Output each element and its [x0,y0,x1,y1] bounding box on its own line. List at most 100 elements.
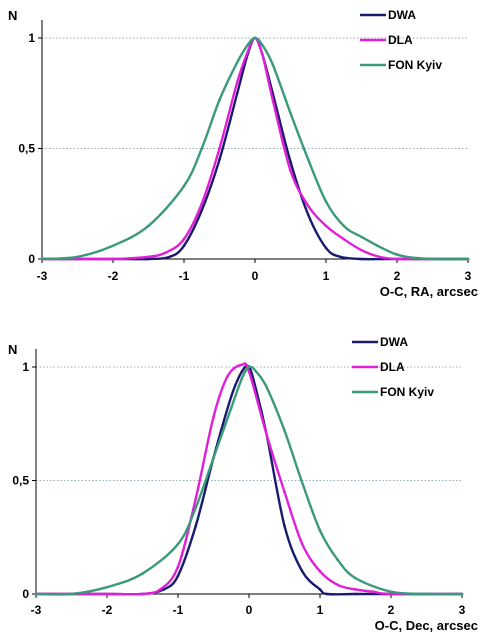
data-point [218,158,221,161]
y-tick-label: 0,5 [18,142,35,156]
data-point [240,370,244,373]
data-point [229,395,233,398]
data-point [300,542,304,546]
data-point [395,253,399,256]
data-point [40,257,44,261]
data-point [182,244,186,248]
y-tick-label: 0 [22,587,29,601]
data-point [306,213,310,217]
x-tick-label: 1 [317,603,324,617]
x-tick-label: 3 [459,603,466,617]
data-point [260,52,264,55]
data-point [141,592,144,596]
data-point [76,255,79,259]
data-point [271,63,275,66]
data-point [395,257,399,261]
data-point [389,592,393,596]
data-point [342,237,346,241]
legend-label: FON Kyiv [380,385,434,399]
data-point [235,61,239,64]
data-point [194,497,198,500]
data-point [111,244,115,248]
x-tick-label: 2 [388,603,395,617]
data-point [182,184,186,188]
y-tick-label: 0 [28,252,35,266]
data-point [164,251,168,254]
data-point [265,386,269,389]
y-tick-label: 1 [28,31,35,45]
data-point [338,255,342,259]
data-point [200,209,204,212]
data-point [318,588,322,591]
legend-label: DLA [380,360,405,374]
data-point [70,592,73,596]
data-point [218,98,221,102]
data-point [354,576,357,580]
x-tick-label: 0 [252,269,259,283]
data-point [247,365,251,369]
data-point [431,257,434,261]
x-tick-label: -3 [31,603,42,617]
data-point [194,524,198,528]
y-tick-label: 0,5 [12,474,29,488]
x-axis-label: O-C, Dec, arcsec [375,618,478,633]
data-point [283,490,286,494]
data-point [318,570,322,573]
data-point [389,590,393,594]
y-tick-label: 1 [22,360,29,374]
x-tick-label: -3 [37,269,48,283]
series-line-dla [42,36,468,261]
data-point [34,592,38,596]
data-point [168,255,172,259]
data-point [325,592,329,596]
legend-label: DWA [380,335,408,349]
data-point [212,456,215,460]
x-tick-label: 1 [323,269,330,283]
data-point [194,506,198,510]
data-point [306,158,310,161]
data-point [300,570,304,573]
data-point [265,433,269,437]
data-point [324,224,328,228]
data-point [371,590,375,594]
data-point [105,585,109,589]
data-point [111,257,115,261]
data-point [342,224,346,228]
data-point [212,415,215,419]
data-point [354,588,357,591]
legend-label: FON Kyiv [388,58,442,72]
data-point [246,43,250,46]
data-point [176,574,180,578]
data-point [360,235,363,239]
data-point [318,529,322,532]
data-point [300,481,304,485]
x-tick-label: -2 [108,269,119,283]
data-point [162,588,166,591]
data-point [147,224,150,228]
data-point [324,246,328,250]
data-point [306,204,310,208]
x-tick-label: -1 [179,269,190,283]
data-point [182,237,186,241]
series-line-fon-kyiv [35,365,463,596]
data-point [271,98,275,102]
data-point [105,592,109,596]
data-point [289,160,292,164]
data-point [283,429,286,432]
data-point [324,200,328,203]
data-point [76,257,79,261]
data-point [354,592,357,596]
data-point [240,363,244,367]
data-point [336,583,340,587]
y-axis-label: N [8,8,17,23]
data-point [336,558,340,562]
data-point [176,542,180,546]
data-point [260,43,264,46]
legend-label: DLA [388,33,413,47]
data-point [246,49,250,53]
x-tick-label: 0 [246,603,253,617]
data-point [253,36,257,40]
data-point [425,592,428,596]
